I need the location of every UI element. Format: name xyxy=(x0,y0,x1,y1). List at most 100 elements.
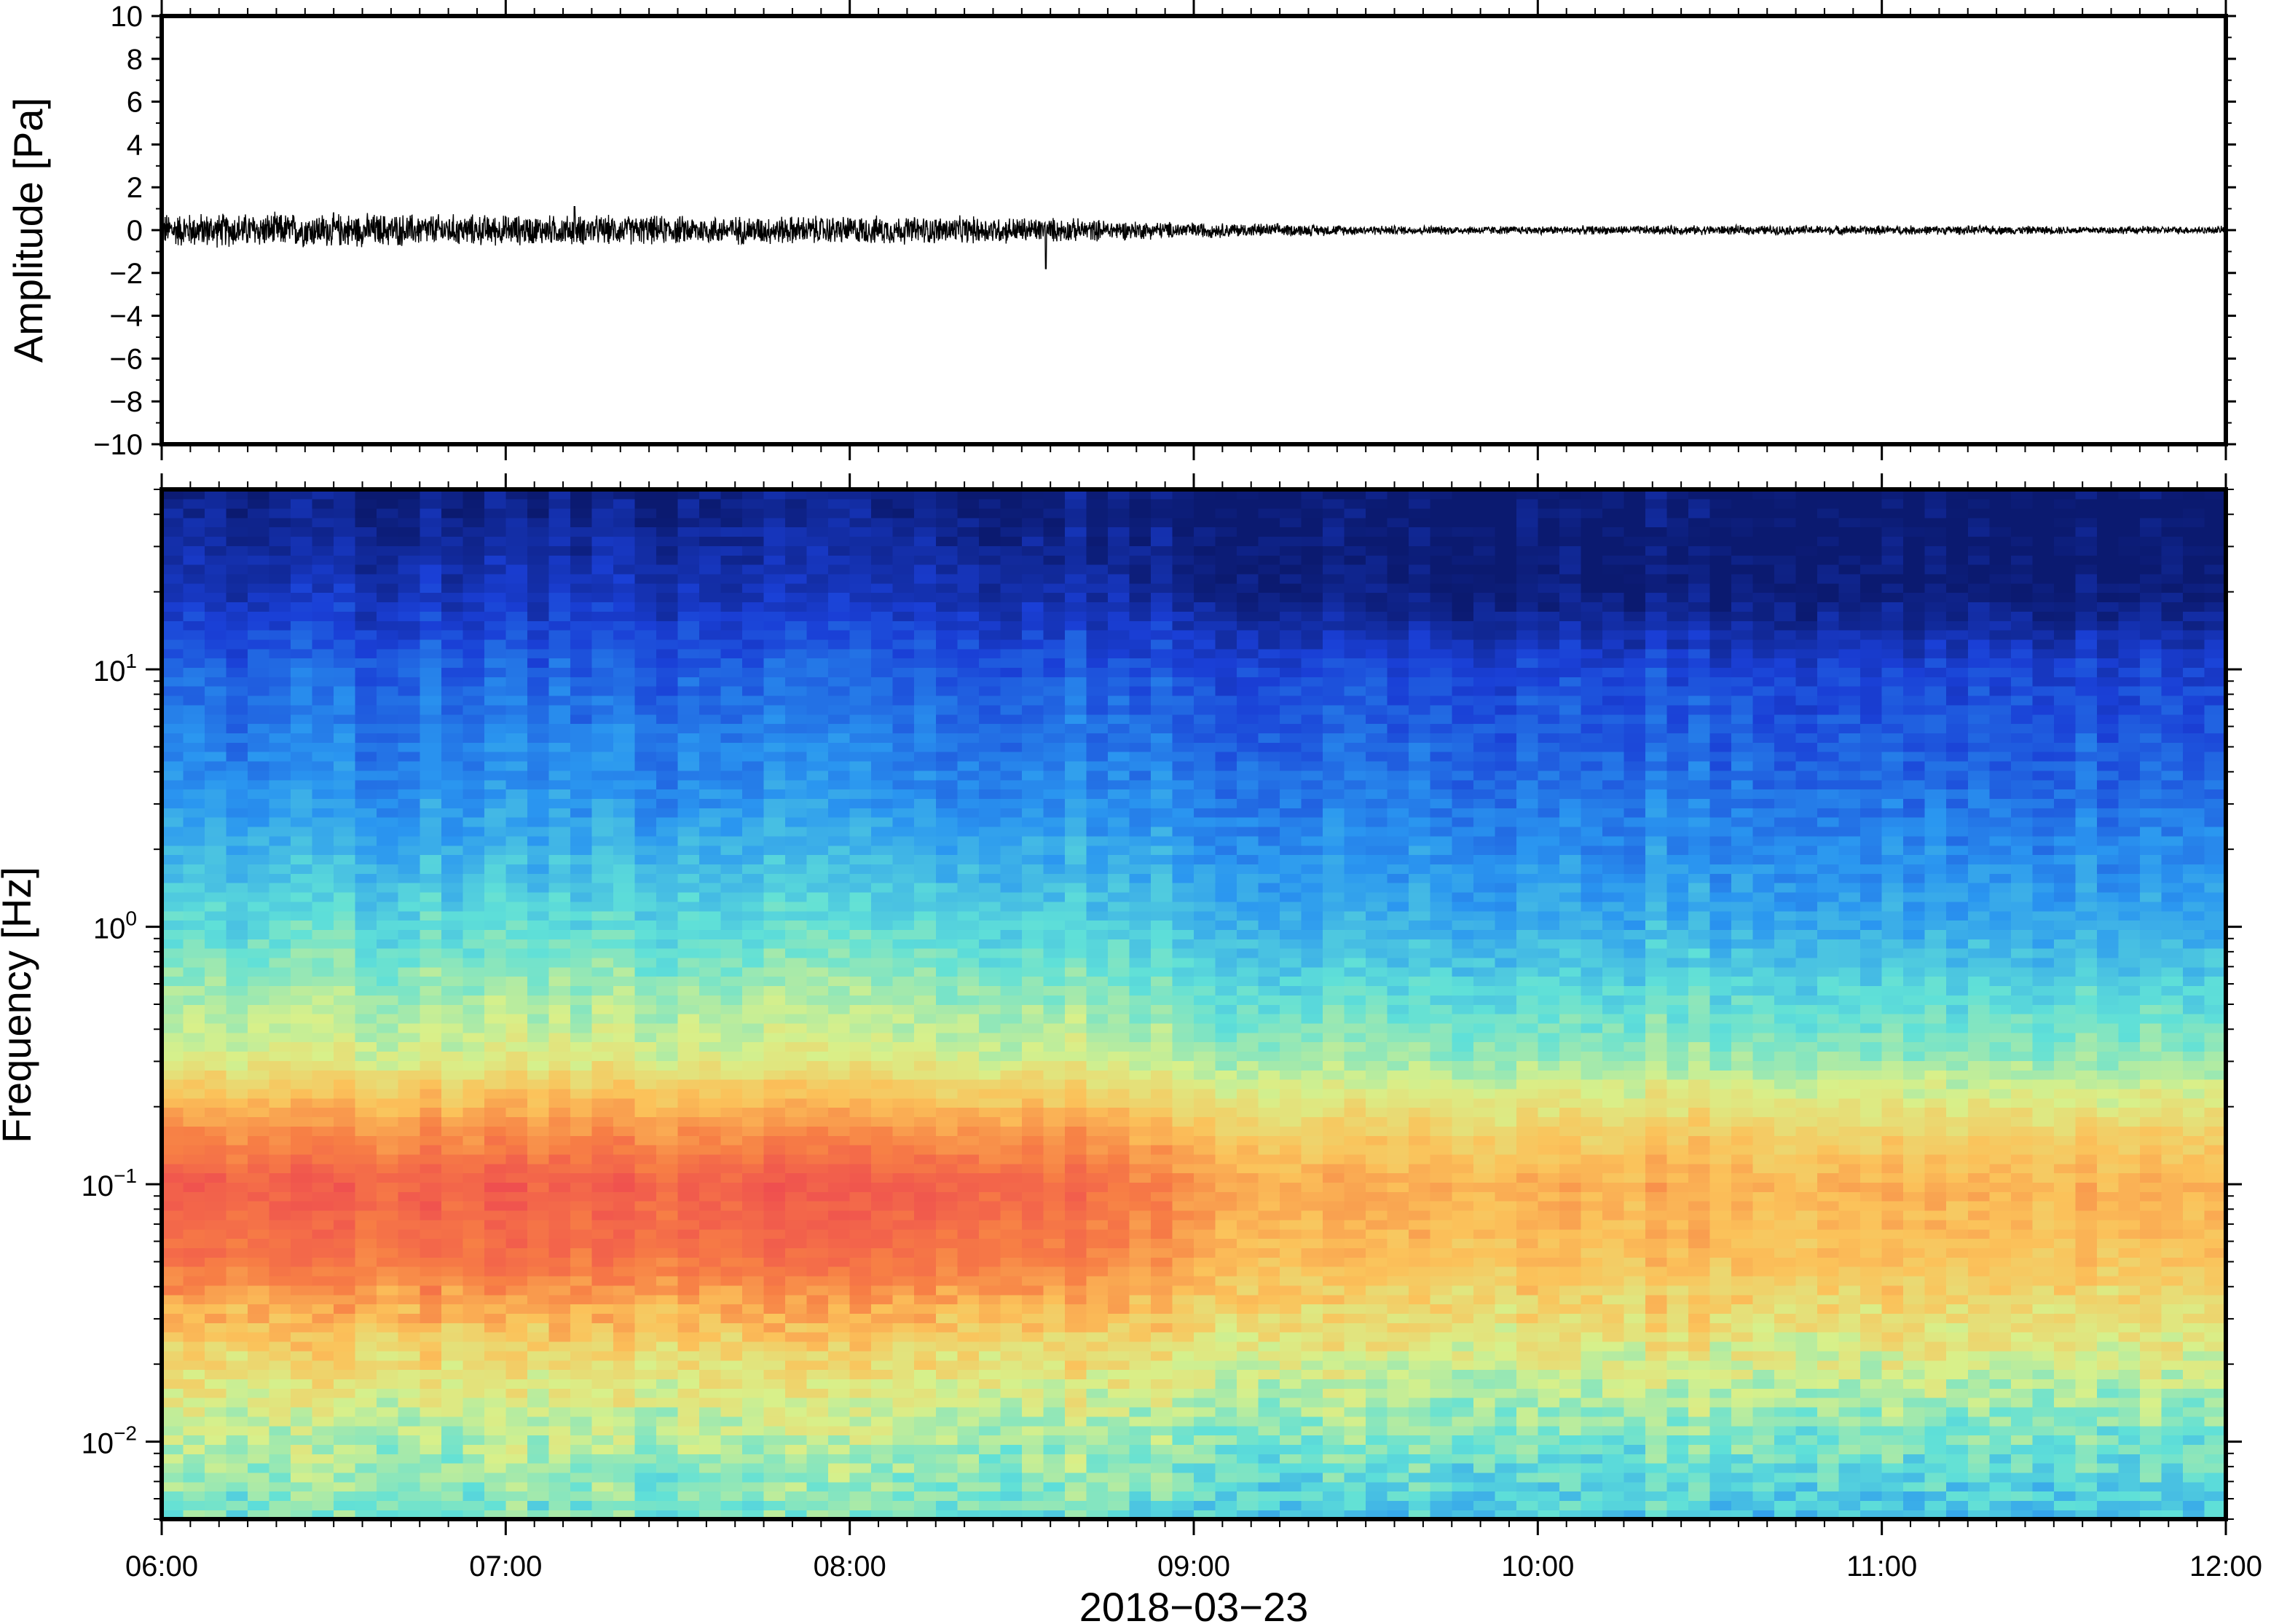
spectrogram-cell xyxy=(892,1069,916,1080)
spectrogram-cell xyxy=(355,564,378,575)
spectrogram-cell xyxy=(849,947,872,958)
spectrogram-cell xyxy=(720,808,743,818)
spectrogram-cell xyxy=(914,864,937,874)
spectrogram-cell xyxy=(763,1397,786,1408)
spectrogram-cell xyxy=(699,611,722,621)
spectrogram-cell xyxy=(291,1491,313,1502)
spectrogram-cell xyxy=(570,723,593,734)
spectrogram-cell xyxy=(720,995,743,1005)
spectrogram-cell xyxy=(1021,816,1044,827)
spectrogram-cell xyxy=(763,1182,786,1192)
spectrogram-cell xyxy=(1086,1126,1109,1136)
spectrogram-cell xyxy=(527,798,550,808)
spectrogram-cell xyxy=(548,1116,571,1127)
spectrogram-cell xyxy=(441,1304,464,1314)
spectrogram-cell xyxy=(291,1163,313,1174)
spectrogram-cell xyxy=(978,957,1001,968)
spectrogram-cell xyxy=(463,685,485,696)
spectrogram-cell xyxy=(634,901,657,912)
spectrogram-cell xyxy=(656,583,679,594)
spectrogram-cell xyxy=(1064,1481,1087,1492)
spectrogram-cell xyxy=(162,648,184,659)
spectrogram-cell xyxy=(763,845,786,856)
spectrogram-cell xyxy=(871,704,894,715)
spectrogram-cell xyxy=(1043,658,1066,669)
spectrogram-cell xyxy=(312,1323,334,1333)
spectrogram-cell xyxy=(806,536,829,546)
spectrogram-cell xyxy=(957,1416,980,1427)
spectrogram-cell xyxy=(849,1238,872,1249)
spectrogram-cell xyxy=(162,677,184,687)
spectrogram-cell xyxy=(334,1350,356,1361)
spectrogram-cell xyxy=(548,1229,571,1239)
spectrogram-cell xyxy=(914,1369,937,1379)
spectrogram-cell xyxy=(420,1472,442,1483)
spectrogram-cell xyxy=(892,947,916,958)
spectrogram-cell xyxy=(248,816,270,827)
spectrogram-cell xyxy=(742,1425,765,1436)
spectrogram-cell xyxy=(291,1172,313,1183)
spectrogram-cell xyxy=(570,1107,593,1118)
spectrogram-cell xyxy=(355,1004,378,1014)
spectrogram-cell xyxy=(441,1425,464,1436)
spectrogram-cell xyxy=(548,648,571,659)
spectrogram-cell xyxy=(377,629,399,640)
spectrogram-cell xyxy=(935,826,959,837)
spectrogram-cell xyxy=(1021,854,1044,864)
spectrogram-cell xyxy=(484,835,507,846)
spectrogram-cell xyxy=(720,489,743,500)
spectrogram-cell xyxy=(355,517,378,528)
spectrogram-cell xyxy=(785,714,808,725)
spectrogram-cell xyxy=(1000,685,1023,696)
spectrogram-cell xyxy=(656,714,679,725)
spectrogram-cell xyxy=(806,854,829,864)
spectrogram-cell xyxy=(398,1388,421,1398)
spectrogram-cell xyxy=(806,1200,829,1211)
spectrogram-cell xyxy=(849,583,872,594)
spectrogram-cell xyxy=(978,545,1001,556)
spectrogram-cell xyxy=(505,1088,528,1099)
spectrogram-cell xyxy=(634,704,657,715)
spectrogram-cell xyxy=(355,751,378,762)
spectrogram-cell xyxy=(570,1388,593,1398)
spectrogram-cell xyxy=(613,920,636,930)
spectrogram-cell xyxy=(1021,985,1044,996)
spectrogram-cell xyxy=(892,1416,916,1427)
spectrogram-cell xyxy=(591,1219,614,1230)
spectrogram-cell xyxy=(785,629,808,640)
spectrogram-cell xyxy=(248,1247,270,1258)
spectrogram-cell xyxy=(355,1116,378,1127)
spectrogram-cell xyxy=(505,1275,528,1286)
spectrogram-cell xyxy=(505,1060,528,1071)
spectrogram-cell xyxy=(162,1435,184,1445)
spectrogram-cell xyxy=(935,602,959,612)
spectrogram-cell xyxy=(699,1032,722,1043)
spectrogram-cell xyxy=(613,583,636,594)
spectrogram-cell xyxy=(935,1379,959,1389)
spectrogram-cell xyxy=(634,1210,657,1221)
spectrogram-cell xyxy=(183,1425,205,1436)
spectrogram-cell xyxy=(205,1238,227,1249)
spectrogram-cell xyxy=(355,648,378,659)
spectrogram-cell xyxy=(828,1051,851,1061)
spectrogram-cell xyxy=(1064,527,1087,537)
spectrogram-cell xyxy=(420,685,442,696)
spectrogram-cell xyxy=(849,1369,872,1379)
spectrogram-cell xyxy=(1086,1116,1109,1127)
spectrogram-cell xyxy=(935,873,959,883)
spectrogram-cell xyxy=(1064,1397,1087,1408)
spectrogram-cell xyxy=(892,639,916,650)
spectrogram-cell xyxy=(377,1472,399,1483)
spectrogram-cell xyxy=(978,966,1001,977)
spectrogram-cell xyxy=(613,564,636,575)
spectrogram-cell xyxy=(183,1313,205,1323)
spectrogram-cell xyxy=(957,583,980,594)
spectrogram-cell xyxy=(935,1425,959,1436)
spectrogram-cell xyxy=(1043,527,1066,537)
spectrogram-cell xyxy=(957,1135,980,1146)
spectrogram-cell xyxy=(291,639,313,650)
spectrogram-cell xyxy=(634,1397,657,1408)
spectrogram-cell xyxy=(957,723,980,734)
spectrogram-cell xyxy=(935,564,959,575)
spectrogram-cell xyxy=(355,1406,378,1417)
